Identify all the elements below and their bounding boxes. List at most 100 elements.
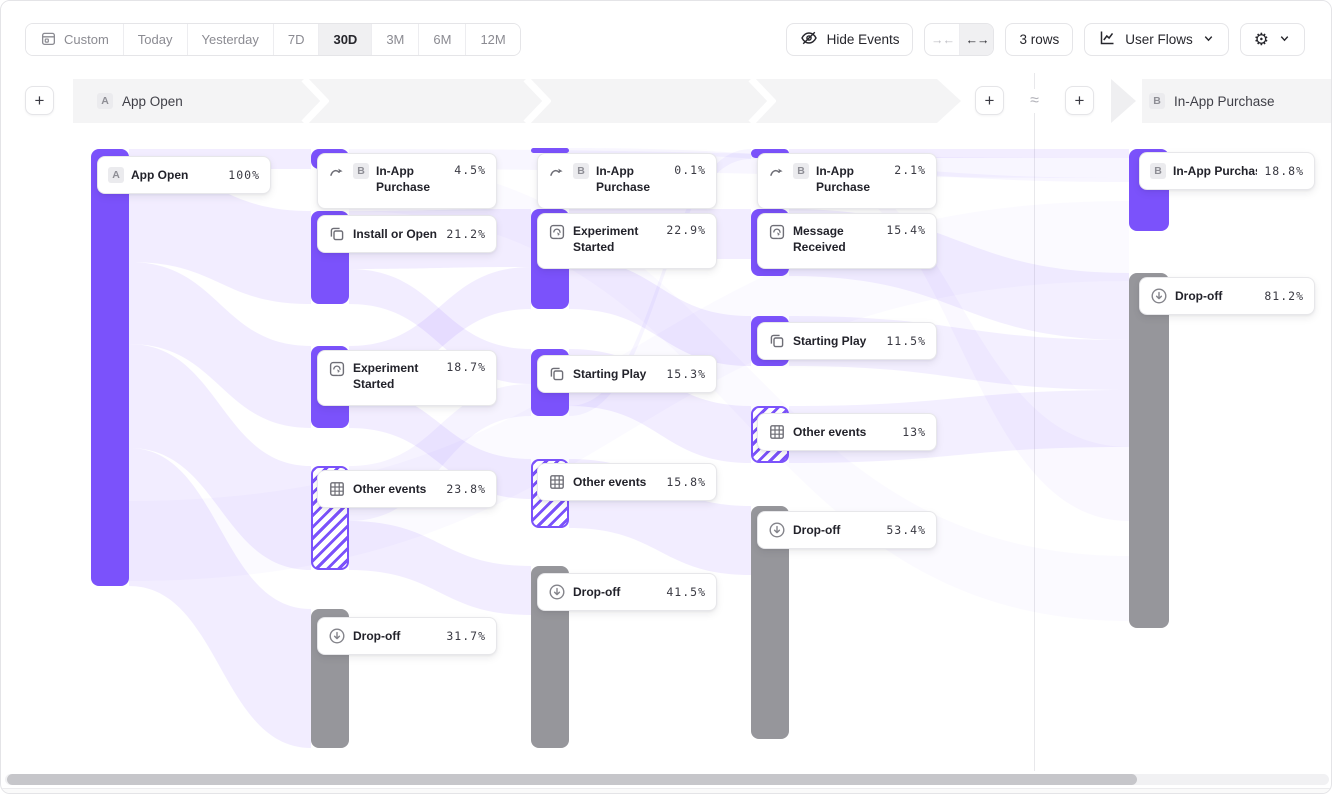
flow-node-bar-step1-app-open[interactable]: [91, 149, 129, 586]
flow-node-label: In-App Purchase: [596, 164, 651, 195]
daterange-12m[interactable]: 12M: [465, 24, 520, 55]
copy-icon: [328, 225, 346, 243]
grid-icon: [328, 480, 346, 498]
toolbar: Custom Today Yesterday 7D 30D 3M 6M 12M Hide Ev…: [1, 1, 1331, 71]
flow-node-card-step2-other-events[interactable]: Other events 23.8%: [317, 470, 497, 508]
daterange-custom[interactable]: Custom: [26, 24, 123, 55]
horizontal-scrollbar-thumb[interactable]: [7, 774, 1137, 785]
flow-node-card-step3-starting-play[interactable]: Starting Play 15.3%: [537, 355, 717, 393]
daterange-label: 7D: [287, 32, 305, 47]
flow-node-value: 22.9%: [666, 223, 706, 237]
flow-node-label: Other events: [353, 481, 427, 496]
flow-node-card-step4-drop-off[interactable]: Drop-off 53.4%: [757, 511, 937, 549]
flow-node-label: Drop-off: [573, 584, 621, 599]
band-chevron-separator: [748, 79, 776, 123]
flow-node-label: Starting Play: [793, 333, 867, 348]
view-label: User Flows: [1125, 32, 1193, 47]
start-event-label: App Open: [122, 93, 183, 109]
flow-node-card-step4-in-app-purchase[interactable]: B In-App Purchase 2.1%: [757, 153, 937, 209]
experiment-icon: [548, 223, 566, 241]
rows-button[interactable]: 3 rows: [1005, 23, 1074, 56]
flow-node-label: Other events: [793, 424, 867, 439]
flow-node-card-step2-experiment-started[interactable]: Experiment Started 18.7%: [317, 350, 497, 406]
band-b-arrow: [1111, 79, 1136, 123]
flow-node-card-step4-message-received[interactable]: Message Received 15.4%: [757, 213, 937, 269]
flow-node-value: 81.2%: [1264, 289, 1304, 303]
sankey-link: [569, 259, 751, 366]
grid-icon: [768, 423, 786, 441]
event-badge-b: B: [353, 163, 369, 179]
daterange-today[interactable]: Today: [122, 24, 187, 55]
dropoff-icon: [768, 521, 786, 539]
footer-strip: [1, 788, 1331, 793]
flow-node-card-step3-in-app-purchase[interactable]: B In-App Purchase 0.1%: [537, 153, 717, 209]
grid-icon: [548, 473, 566, 491]
flow-node-card-step2-install-or-open[interactable]: Install or Open 21.2%: [317, 215, 497, 253]
flow-node-card-step3-other-events[interactable]: Other events 15.8%: [537, 463, 717, 501]
flow-node-card-step2-in-app-purchase[interactable]: B In-App Purchase 4.5%: [317, 153, 497, 209]
flow-node-value: 0.1%: [674, 163, 706, 177]
daterange-30d[interactable]: 30D: [318, 24, 372, 55]
flow-target-divider: [1034, 73, 1035, 771]
daterange-3m[interactable]: 3M: [371, 24, 419, 55]
daterange-6m[interactable]: 6M: [418, 24, 466, 55]
daterange-yesterday[interactable]: Yesterday: [186, 24, 273, 55]
swoosh-icon: [328, 163, 346, 181]
flow-node-card-step4-other-events[interactable]: Other events 13%: [757, 413, 937, 451]
target-event-label: In-App Purchase: [1174, 93, 1275, 109]
band-chevron-separator: [523, 79, 551, 123]
flow-node-card-step3-experiment-started[interactable]: Experiment Started 22.9%: [537, 213, 717, 269]
flow-node-card-step2-drop-off[interactable]: Drop-off 31.7%: [317, 617, 497, 655]
view-selector[interactable]: User Flows: [1084, 23, 1229, 56]
flow-node-card-target-in-app-purchase[interactable]: B In-App Purchase 18.8%: [1139, 152, 1315, 190]
flow-path-band-a: [73, 79, 961, 123]
flow-node-bar-step3-in-app-purchase[interactable]: [531, 148, 569, 153]
flow-node-value: 15.3%: [666, 367, 706, 381]
add-step-end-button[interactable]: +: [975, 86, 1004, 115]
flow-node-card-step4-starting-play[interactable]: Starting Play 11.5%: [757, 322, 937, 360]
chevron-down-icon: [1202, 32, 1215, 48]
flow-node-value: 15.8%: [666, 475, 706, 489]
flow-node-card-target-drop-off[interactable]: Drop-off 81.2%: [1139, 277, 1315, 315]
sankey-link: [129, 262, 311, 428]
start-event-header[interactable]: A App Open: [97, 79, 183, 123]
horizontal-scrollbar[interactable]: [5, 774, 1329, 785]
hide-events-button[interactable]: Hide Events: [785, 23, 914, 56]
add-step-start-button[interactable]: +: [25, 86, 54, 115]
flow-node-label: Experiment Started: [353, 361, 419, 392]
daterange-label: 3M: [386, 32, 405, 47]
daterange-label: Today: [137, 32, 173, 47]
flow-node-value: 53.4%: [886, 523, 926, 537]
flow-node-bar-target-drop-off[interactable]: [1129, 273, 1169, 628]
flow-node-label: Install or Open: [353, 226, 438, 241]
flow-node-label: Other events: [573, 474, 647, 489]
swoosh-icon: [548, 163, 566, 181]
event-badge-b: B: [1150, 163, 1166, 179]
flow-node-card-step1-app-open[interactable]: A App Open 100%: [97, 156, 271, 194]
settings-button[interactable]: ⚙: [1239, 23, 1305, 56]
expand-arrows-icon: ←→: [965, 32, 989, 47]
add-step-before-target-button[interactable]: +: [1065, 86, 1094, 115]
daterange-label: 12M: [480, 32, 506, 47]
flow-node-label: In-App Purchase: [816, 164, 871, 195]
flow-node-label: Drop-off: [1175, 288, 1223, 303]
target-event-header[interactable]: B In-App Purchase: [1149, 79, 1275, 123]
flow-node-value: 31.7%: [446, 629, 486, 643]
collapse-columns-button[interactable]: →←: [925, 24, 959, 55]
flow-node-value: 15.4%: [886, 223, 926, 237]
hide-events-label: Hide Events: [826, 32, 900, 47]
date-range-selector: Custom Today Yesterday 7D 30D 3M 6M 12M: [25, 23, 521, 56]
flow-node-card-step3-drop-off[interactable]: Drop-off 41.5%: [537, 573, 717, 611]
toolbar-right: Hide Events →← ←→ 3 rows User Flows ⚙: [785, 23, 1305, 56]
experiment-icon: [328, 360, 346, 378]
daterange-label: Yesterday: [201, 32, 259, 47]
daterange-7d[interactable]: 7D: [272, 24, 319, 55]
flow-node-label: App Open: [131, 167, 189, 182]
band-chevron-separator: [301, 79, 329, 123]
chart-icon: [1098, 29, 1116, 50]
calendar-icon: [40, 30, 57, 50]
expand-columns-button[interactable]: ←→: [959, 24, 994, 55]
flow-node-value: 100%: [228, 168, 260, 182]
eye-off-icon: [800, 29, 818, 50]
